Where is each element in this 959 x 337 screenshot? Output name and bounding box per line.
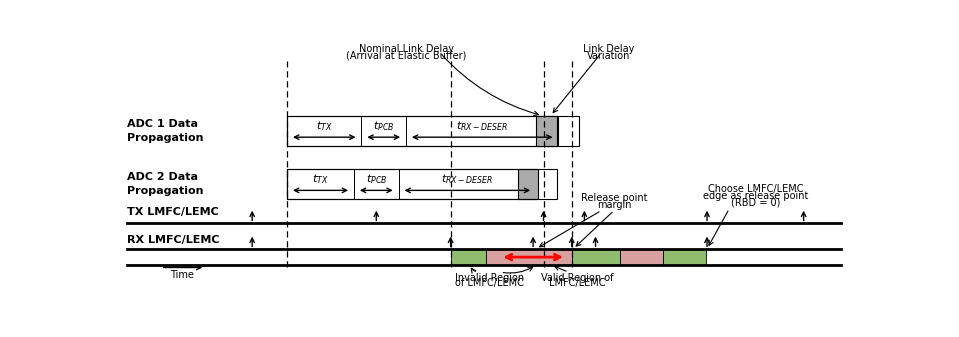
Bar	[536, 116, 557, 146]
Text: ADC 2 Data: ADC 2 Data	[128, 172, 199, 182]
Text: TX LMFC/LEMC: TX LMFC/LEMC	[128, 207, 219, 217]
Text: LMFC/LEMC: LMFC/LEMC	[549, 278, 605, 288]
Text: Variation: Variation	[587, 51, 631, 61]
Text: Invalid Region: Invalid Region	[455, 273, 524, 283]
Text: $t_{TX}$: $t_{TX}$	[316, 119, 333, 133]
Text: Choose LMFC/LEMC: Choose LMFC/LEMC	[708, 184, 803, 193]
Text: of LMFC/LEMC: of LMFC/LEMC	[455, 278, 524, 288]
Text: Valid Region of: Valid Region of	[541, 273, 613, 283]
Bar	[451, 249, 486, 265]
Bar	[518, 169, 538, 199]
Bar	[287, 116, 579, 146]
Text: $t_{TX}$: $t_{TX}$	[313, 172, 329, 186]
Text: Nominal Link Delay: Nominal Link Delay	[359, 44, 454, 54]
Text: (RBD = 0): (RBD = 0)	[731, 197, 780, 208]
Bar	[486, 249, 572, 265]
Text: $t_{PCB}$: $t_{PCB}$	[373, 119, 394, 133]
Text: edge as release point: edge as release point	[703, 190, 808, 201]
Bar	[287, 169, 557, 199]
Text: $t_{RX-DESER}$: $t_{RX-DESER}$	[456, 119, 508, 133]
Bar	[620, 249, 664, 265]
Text: Propagation: Propagation	[128, 186, 204, 196]
Text: Release point: Release point	[581, 193, 647, 203]
Text: Propagation: Propagation	[128, 133, 204, 143]
Bar	[572, 249, 620, 265]
Text: Link Delay: Link Delay	[583, 44, 635, 54]
Text: (Arrival at Elastic Buffer): (Arrival at Elastic Buffer)	[346, 51, 466, 61]
Text: RX LMFC/LEMC: RX LMFC/LEMC	[128, 236, 220, 245]
Text: ADC 1 Data: ADC 1 Data	[128, 119, 199, 129]
Bar	[287, 116, 558, 146]
Text: Time: Time	[171, 270, 195, 280]
Bar	[287, 169, 536, 199]
Text: margin: margin	[596, 200, 631, 210]
Bar	[664, 249, 706, 265]
Text: $t_{PCB}$: $t_{PCB}$	[365, 172, 387, 186]
Text: $t_{RX-DESER}$: $t_{RX-DESER}$	[441, 172, 493, 186]
